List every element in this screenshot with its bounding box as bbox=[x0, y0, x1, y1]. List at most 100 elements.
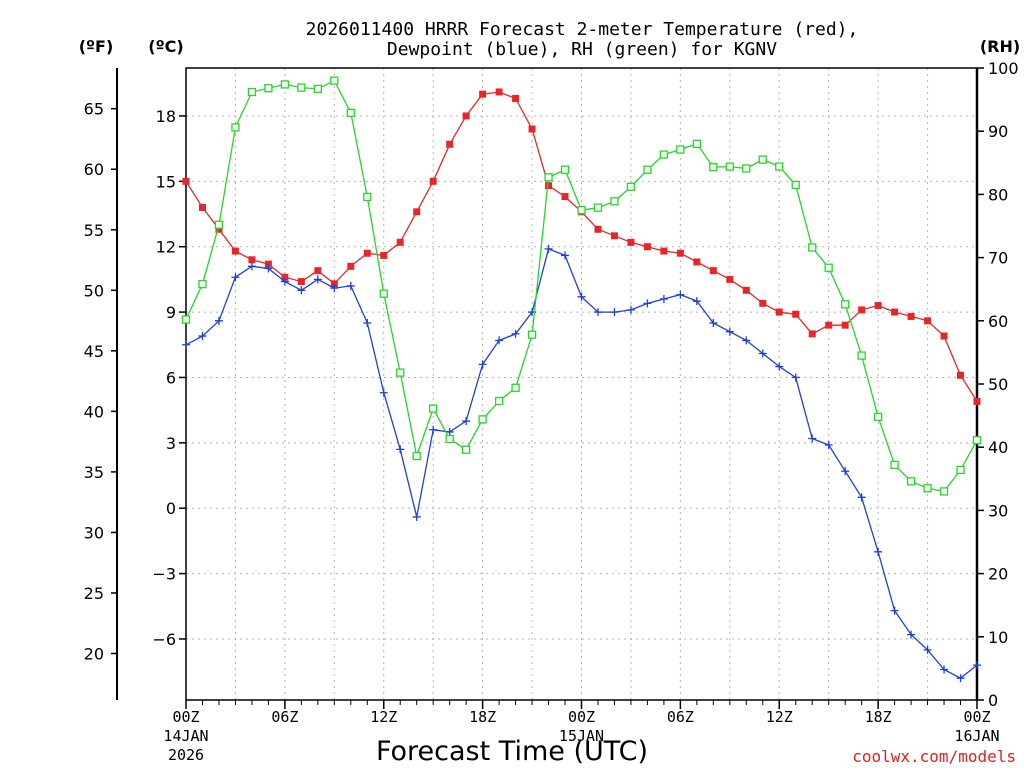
x-tick-label: 00Z bbox=[963, 708, 990, 726]
temperature-point bbox=[429, 177, 437, 185]
dewpoint-point bbox=[643, 299, 652, 308]
dewpoint-point bbox=[396, 445, 405, 454]
celsius-tick-label: 18 bbox=[156, 107, 176, 126]
temperature-point bbox=[973, 397, 981, 405]
x-tick-label: 12Z bbox=[370, 708, 397, 726]
rh-point bbox=[181, 315, 191, 324]
celsius-tick-label: −3 bbox=[152, 565, 176, 584]
x-tick-label: 16JAN bbox=[954, 727, 999, 745]
dewpoint-point bbox=[808, 434, 817, 443]
celsius-tick-label: 0 bbox=[166, 499, 176, 518]
rh-point bbox=[692, 139, 702, 148]
dewpoint-point bbox=[247, 262, 256, 271]
rh-unit-label: (RH) bbox=[980, 37, 1020, 56]
rh-point bbox=[346, 108, 355, 118]
temperature-point bbox=[594, 225, 602, 233]
temperature-point bbox=[495, 88, 503, 96]
temperature-point bbox=[841, 321, 849, 329]
credit-label: coolwx.com/models bbox=[852, 747, 1016, 766]
x-tick-label: 00Z bbox=[568, 708, 595, 726]
temperature-point bbox=[330, 280, 338, 288]
rh-point bbox=[478, 415, 487, 424]
rh-tick-label: 20 bbox=[988, 565, 1008, 584]
temperature-point bbox=[215, 225, 223, 233]
temperature-point bbox=[446, 140, 454, 148]
x-tick-label: 06Z bbox=[667, 708, 694, 726]
dewpoint-point bbox=[692, 297, 701, 306]
dewpoint-point bbox=[890, 606, 899, 615]
dewpoint-point bbox=[478, 360, 487, 369]
dewpoint-point bbox=[264, 264, 273, 273]
temperature-point bbox=[726, 275, 734, 283]
rh-point bbox=[808, 243, 817, 252]
rh-point bbox=[461, 445, 471, 454]
rh-point bbox=[231, 123, 240, 132]
rh-point bbox=[494, 396, 504, 406]
temperature-point bbox=[808, 330, 816, 338]
temperature-point bbox=[462, 112, 470, 120]
rh-point bbox=[610, 197, 619, 206]
dewpoint-point bbox=[610, 308, 619, 317]
rh-point bbox=[791, 180, 800, 190]
fahrenheit-tick-label: 45 bbox=[84, 342, 104, 361]
dewpoint-point bbox=[923, 645, 932, 654]
temperature-point bbox=[198, 203, 206, 211]
rh-tick-label: 50 bbox=[988, 375, 1008, 394]
dewpoint-point bbox=[841, 467, 850, 476]
dewpoint-point bbox=[198, 332, 207, 341]
rh-tick-label: 90 bbox=[988, 122, 1008, 141]
rh-point bbox=[330, 76, 339, 85]
temperature-point bbox=[709, 267, 717, 275]
celsius-tick-label: 9 bbox=[166, 303, 176, 322]
celsius-tick-label: 3 bbox=[166, 434, 176, 453]
dewpoint-point bbox=[824, 441, 833, 450]
temperature-point bbox=[660, 247, 668, 255]
temperature-point bbox=[380, 251, 388, 259]
x-tick-label: 2026 bbox=[168, 746, 204, 764]
dewpoint-point bbox=[346, 281, 355, 290]
dewpoint-point bbox=[626, 305, 635, 314]
dewpoint-point bbox=[379, 388, 388, 397]
temperature-point bbox=[775, 308, 783, 316]
rh-point bbox=[824, 263, 833, 272]
rh-point bbox=[527, 330, 537, 339]
rh-tick-label: 80 bbox=[988, 185, 1008, 204]
dewpoint-point bbox=[676, 290, 685, 299]
rh-point bbox=[725, 162, 734, 171]
dewpoint-point bbox=[280, 277, 289, 286]
dewpoint-point bbox=[725, 327, 734, 336]
temperature-point bbox=[742, 286, 750, 294]
temperature-point bbox=[858, 306, 866, 314]
temperature-point bbox=[561, 193, 569, 201]
x-tick-label: 06Z bbox=[271, 708, 298, 726]
temperature-point bbox=[924, 317, 932, 325]
rh-point bbox=[659, 150, 669, 159]
rh-point bbox=[214, 220, 224, 229]
axes: 1815129630−3−665605550454035302520100908… bbox=[84, 59, 1019, 764]
rh-tick-label: 60 bbox=[988, 312, 1008, 331]
temperature-point bbox=[297, 278, 305, 286]
rh-point bbox=[511, 383, 520, 392]
dewpoint-point bbox=[973, 661, 981, 670]
rh-point bbox=[264, 84, 273, 93]
rh-point bbox=[841, 300, 850, 309]
rh-point bbox=[939, 487, 949, 496]
dewpoint-point bbox=[593, 308, 602, 317]
rh-point bbox=[643, 165, 652, 174]
rh-point bbox=[313, 84, 322, 94]
rh-point bbox=[363, 192, 372, 202]
dewpoint-point bbox=[495, 336, 504, 345]
rh-tick-label: 10 bbox=[988, 628, 1008, 647]
x-tick-label: 14JAN bbox=[163, 727, 208, 745]
rh-point bbox=[857, 351, 866, 360]
temperature-point bbox=[231, 247, 239, 255]
dewpoint-point bbox=[412, 512, 421, 521]
rh-tick-label: 70 bbox=[988, 249, 1008, 268]
temperature-point bbox=[940, 332, 948, 340]
dewpoint-point bbox=[363, 318, 372, 327]
chart-title-line-1: 2026011400 HRRR Forecast 2-meter Tempera… bbox=[306, 19, 859, 40]
fahrenheit-tick-label: 50 bbox=[84, 281, 104, 300]
rh-point bbox=[890, 460, 899, 470]
x-tick-label: 18Z bbox=[865, 708, 892, 726]
rh-point bbox=[445, 434, 454, 444]
